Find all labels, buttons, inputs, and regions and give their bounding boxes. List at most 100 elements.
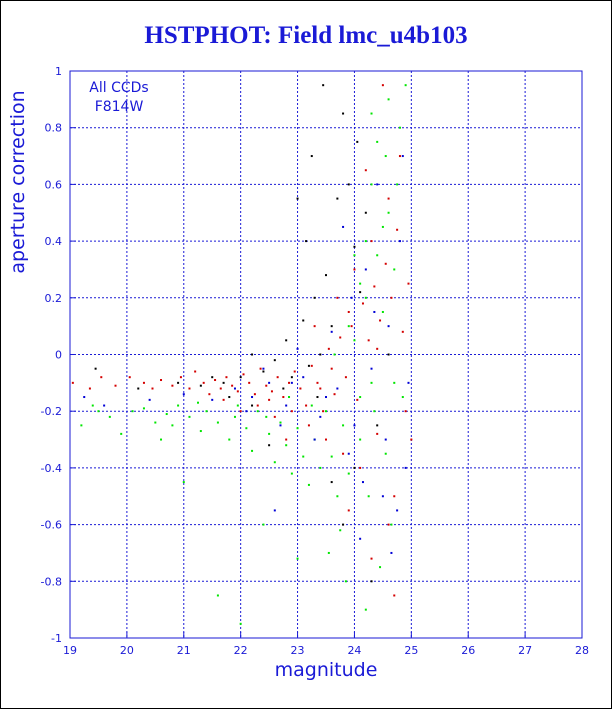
data-point: [242, 373, 245, 376]
data-point: [339, 336, 342, 339]
x-axis-label: magnitude: [275, 659, 378, 681]
data-point: [333, 393, 336, 396]
data-point: [211, 398, 214, 401]
data-point: [228, 396, 231, 399]
data-point: [381, 84, 384, 87]
data-point: [313, 296, 316, 299]
data-point: [350, 325, 353, 328]
data-point: [336, 197, 339, 200]
data-point: [364, 211, 367, 214]
data-point: [364, 240, 367, 243]
data-point: [142, 381, 145, 384]
data-point: [364, 169, 367, 172]
data-point: [370, 112, 373, 115]
data-point: [319, 387, 322, 390]
y-tick-label: 0.2: [45, 292, 63, 305]
data-point: [194, 370, 197, 373]
data-points: [71, 84, 413, 625]
data-point: [336, 495, 339, 498]
data-point: [313, 325, 316, 328]
data-point: [322, 84, 325, 87]
data-point: [333, 353, 336, 356]
data-point: [310, 155, 313, 158]
data-point: [108, 415, 111, 418]
data-point: [259, 367, 262, 370]
data-point: [177, 381, 180, 384]
data-point: [325, 396, 327, 399]
data-point: [80, 424, 83, 427]
data-point: [401, 396, 404, 399]
data-point: [359, 537, 362, 540]
data-point: [216, 594, 219, 597]
data-point: [384, 452, 387, 455]
data-point: [276, 376, 279, 379]
data-point: [293, 370, 296, 373]
data-point: [285, 438, 288, 441]
data-point: [336, 387, 339, 390]
data-point: [305, 404, 308, 407]
data-point: [398, 155, 401, 158]
data-point: [197, 401, 199, 404]
data-point: [151, 387, 154, 390]
data-point: [396, 509, 399, 512]
data-point: [370, 367, 373, 370]
data-point: [353, 339, 356, 342]
y-tick-label: -0.2: [41, 405, 62, 418]
data-point: [216, 421, 219, 424]
data-point: [379, 319, 382, 322]
data-point: [347, 452, 350, 455]
data-point: [222, 398, 225, 401]
x-tick-label: 25: [404, 644, 418, 657]
data-point: [91, 404, 94, 407]
data-point: [393, 594, 396, 597]
data-point: [137, 387, 140, 390]
data-point: [214, 379, 217, 382]
data-point: [165, 413, 168, 416]
data-point: [199, 384, 202, 387]
data-point: [367, 495, 370, 498]
data-point: [188, 415, 191, 418]
data-point: [350, 296, 353, 299]
data-point: [282, 387, 285, 390]
data-point: [322, 410, 325, 413]
data-point: [330, 455, 333, 458]
data-point: [356, 398, 359, 401]
data-point: [316, 381, 319, 384]
data-point: [239, 376, 242, 379]
data-point: [171, 384, 174, 387]
data-point: [239, 410, 242, 413]
data-point: [390, 523, 393, 526]
data-point: [228, 438, 231, 441]
data-point: [410, 438, 413, 441]
data-point: [342, 424, 345, 427]
y-tick-label: -0.8: [41, 575, 62, 588]
data-point: [381, 310, 384, 313]
data-point: [325, 410, 327, 413]
x-tick-label: 21: [177, 644, 191, 657]
data-point: [179, 376, 182, 379]
data-point: [356, 140, 359, 143]
data-point: [288, 396, 291, 399]
data-point: [376, 347, 379, 350]
data-point: [262, 523, 265, 526]
data-point: [251, 404, 254, 407]
data-point: [325, 274, 327, 277]
data-point: [251, 449, 254, 452]
data-point: [347, 310, 350, 313]
data-point: [296, 197, 299, 200]
data-point: [202, 381, 205, 384]
data-point: [379, 566, 382, 569]
grid-lines: [70, 71, 582, 638]
data-point: [364, 268, 367, 271]
data-point: [160, 379, 163, 382]
data-point: [344, 376, 347, 379]
data-point: [390, 296, 393, 299]
annotation-filter: F814W: [95, 99, 144, 115]
data-point: [142, 407, 145, 410]
data-point: [353, 466, 356, 469]
data-point: [364, 608, 367, 611]
annotation-all-ccds: All CCDs: [89, 80, 148, 96]
data-point: [268, 381, 271, 384]
data-point: [401, 330, 404, 333]
data-point: [288, 381, 291, 384]
